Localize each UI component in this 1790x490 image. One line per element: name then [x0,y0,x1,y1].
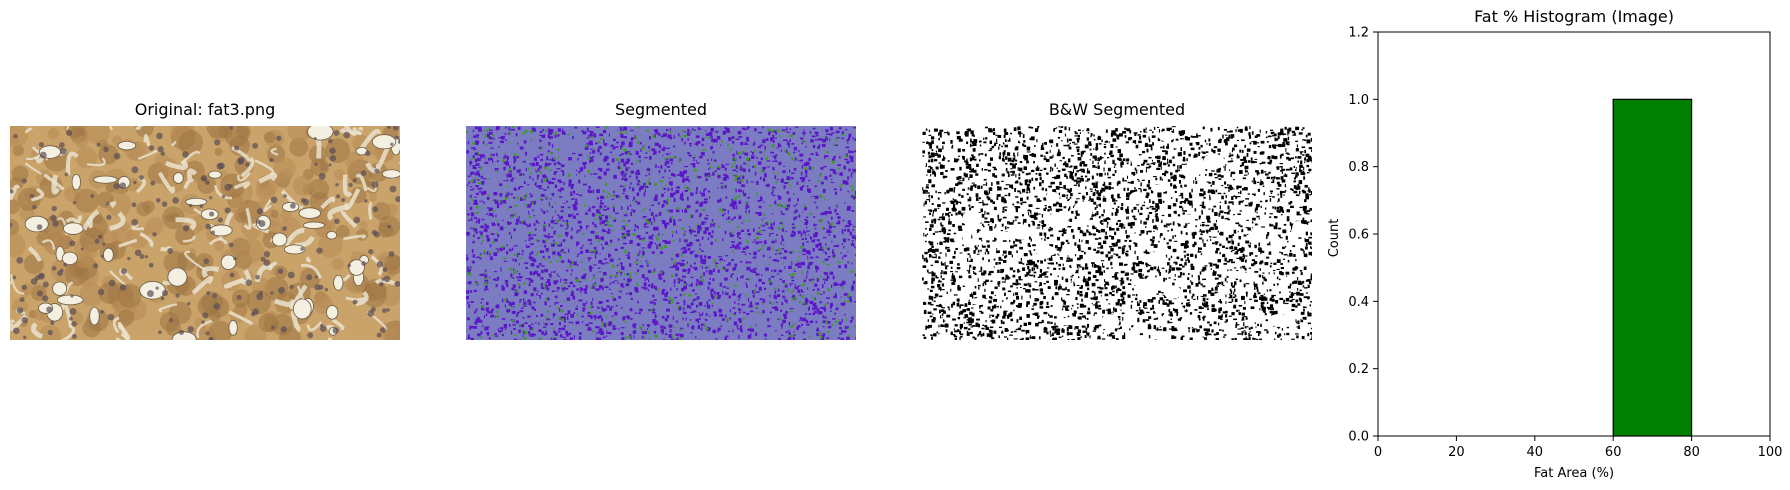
x-axis-label: Fat Area (%) [1534,466,1614,481]
segmented-image [466,126,856,340]
x-tick-label: 100 [1758,445,1783,460]
histogram-bar [1612,98,1693,437]
bw-segmented-image [922,126,1312,340]
x-tick-label: 0 [1374,445,1382,460]
original-image [10,126,400,340]
segmented-image-title: Segmented [615,100,707,119]
x-tick-label: 80 [1683,445,1700,460]
y-tick-label: 0.8 [1348,160,1369,175]
segmented-tissue-picture [466,126,856,340]
bw-tissue-picture [922,126,1312,340]
chart-title: Fat % Histogram (Image) [1474,7,1674,26]
bw-segmented-image-title: B&W Segmented [1048,100,1186,119]
y-tick-label: 1.0 [1348,93,1369,108]
x-tick-label: 20 [1448,445,1465,460]
y-tick-label: 0.0 [1348,430,1369,445]
x-tick-label: 40 [1527,445,1544,460]
y-axis-label: Count [1327,219,1342,258]
y-tick-label: 1.2 [1348,26,1369,41]
y-tick-label: 0.6 [1348,228,1369,243]
x-tick-label: 60 [1605,445,1622,460]
y-tick-label: 0.2 [1348,362,1369,377]
original-image-title: Original: fat3.png [134,100,276,119]
y-tick-label: 0.4 [1348,295,1369,310]
plot-frame [1377,31,1771,437]
original-tissue-picture [10,126,400,340]
